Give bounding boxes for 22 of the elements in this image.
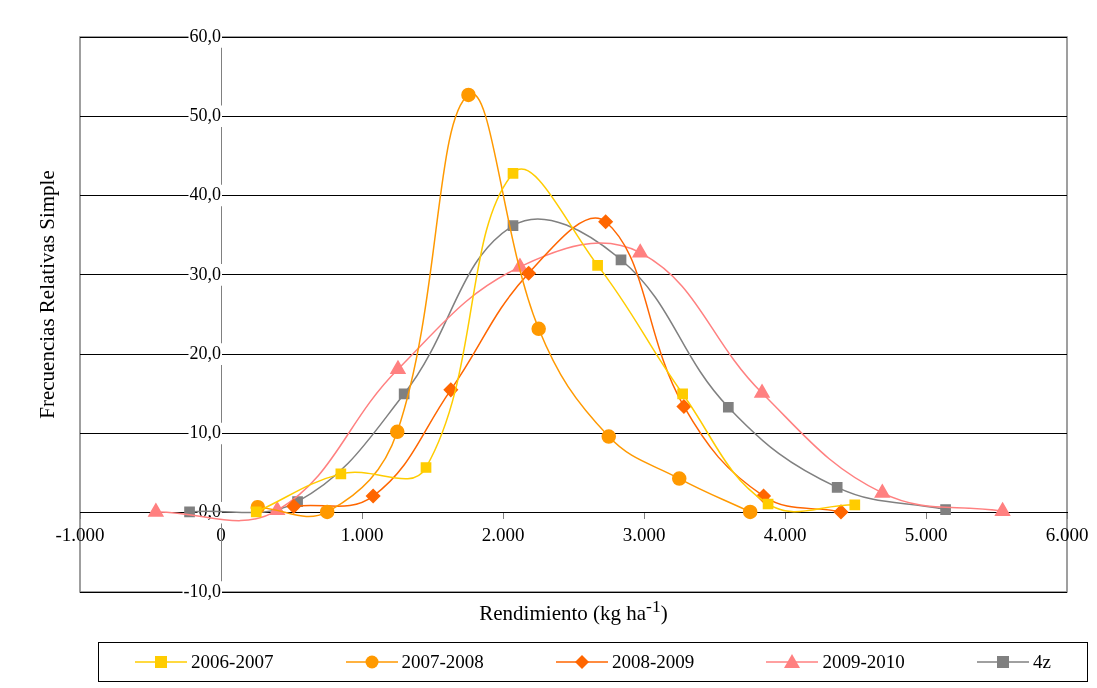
legend-label: 2006-2007 — [191, 651, 274, 673]
y-tick-label: 10,0 — [189, 422, 221, 443]
y-tick-label: 30,0 — [189, 263, 221, 284]
y-tick-label: 40,0 — [189, 184, 221, 205]
x-tick-label: 3.000 — [622, 524, 666, 546]
legend-label: 2009-2010 — [822, 651, 905, 673]
y-axis-title: Frecuencias Relativas Simple — [34, 170, 59, 419]
y-tick-label: 20,0 — [189, 342, 221, 363]
y-tick-label: -10,0 — [183, 580, 221, 601]
x-axis-title: Rendimiento (kg ha$^{-1}$) — [479, 596, 668, 625]
x-tick-label: -1.000 — [55, 524, 105, 546]
x-tick-label: 2.000 — [481, 524, 525, 546]
legend-label: 2007-2008 — [401, 651, 484, 673]
x-tick-label: 1.000 — [340, 524, 384, 546]
x-tick-label: 5.000 — [904, 524, 948, 546]
x-tick-label: 0 — [216, 524, 226, 546]
x-tick-label: 4.000 — [763, 524, 807, 546]
y-tick-label: 60,0 — [189, 25, 221, 46]
legend-label: 4z — [1032, 651, 1051, 673]
legend-label: 2008-2009 — [612, 651, 695, 673]
y-tick-label: 50,0 — [189, 105, 221, 126]
x-tick-label: 6.000 — [1045, 524, 1089, 546]
